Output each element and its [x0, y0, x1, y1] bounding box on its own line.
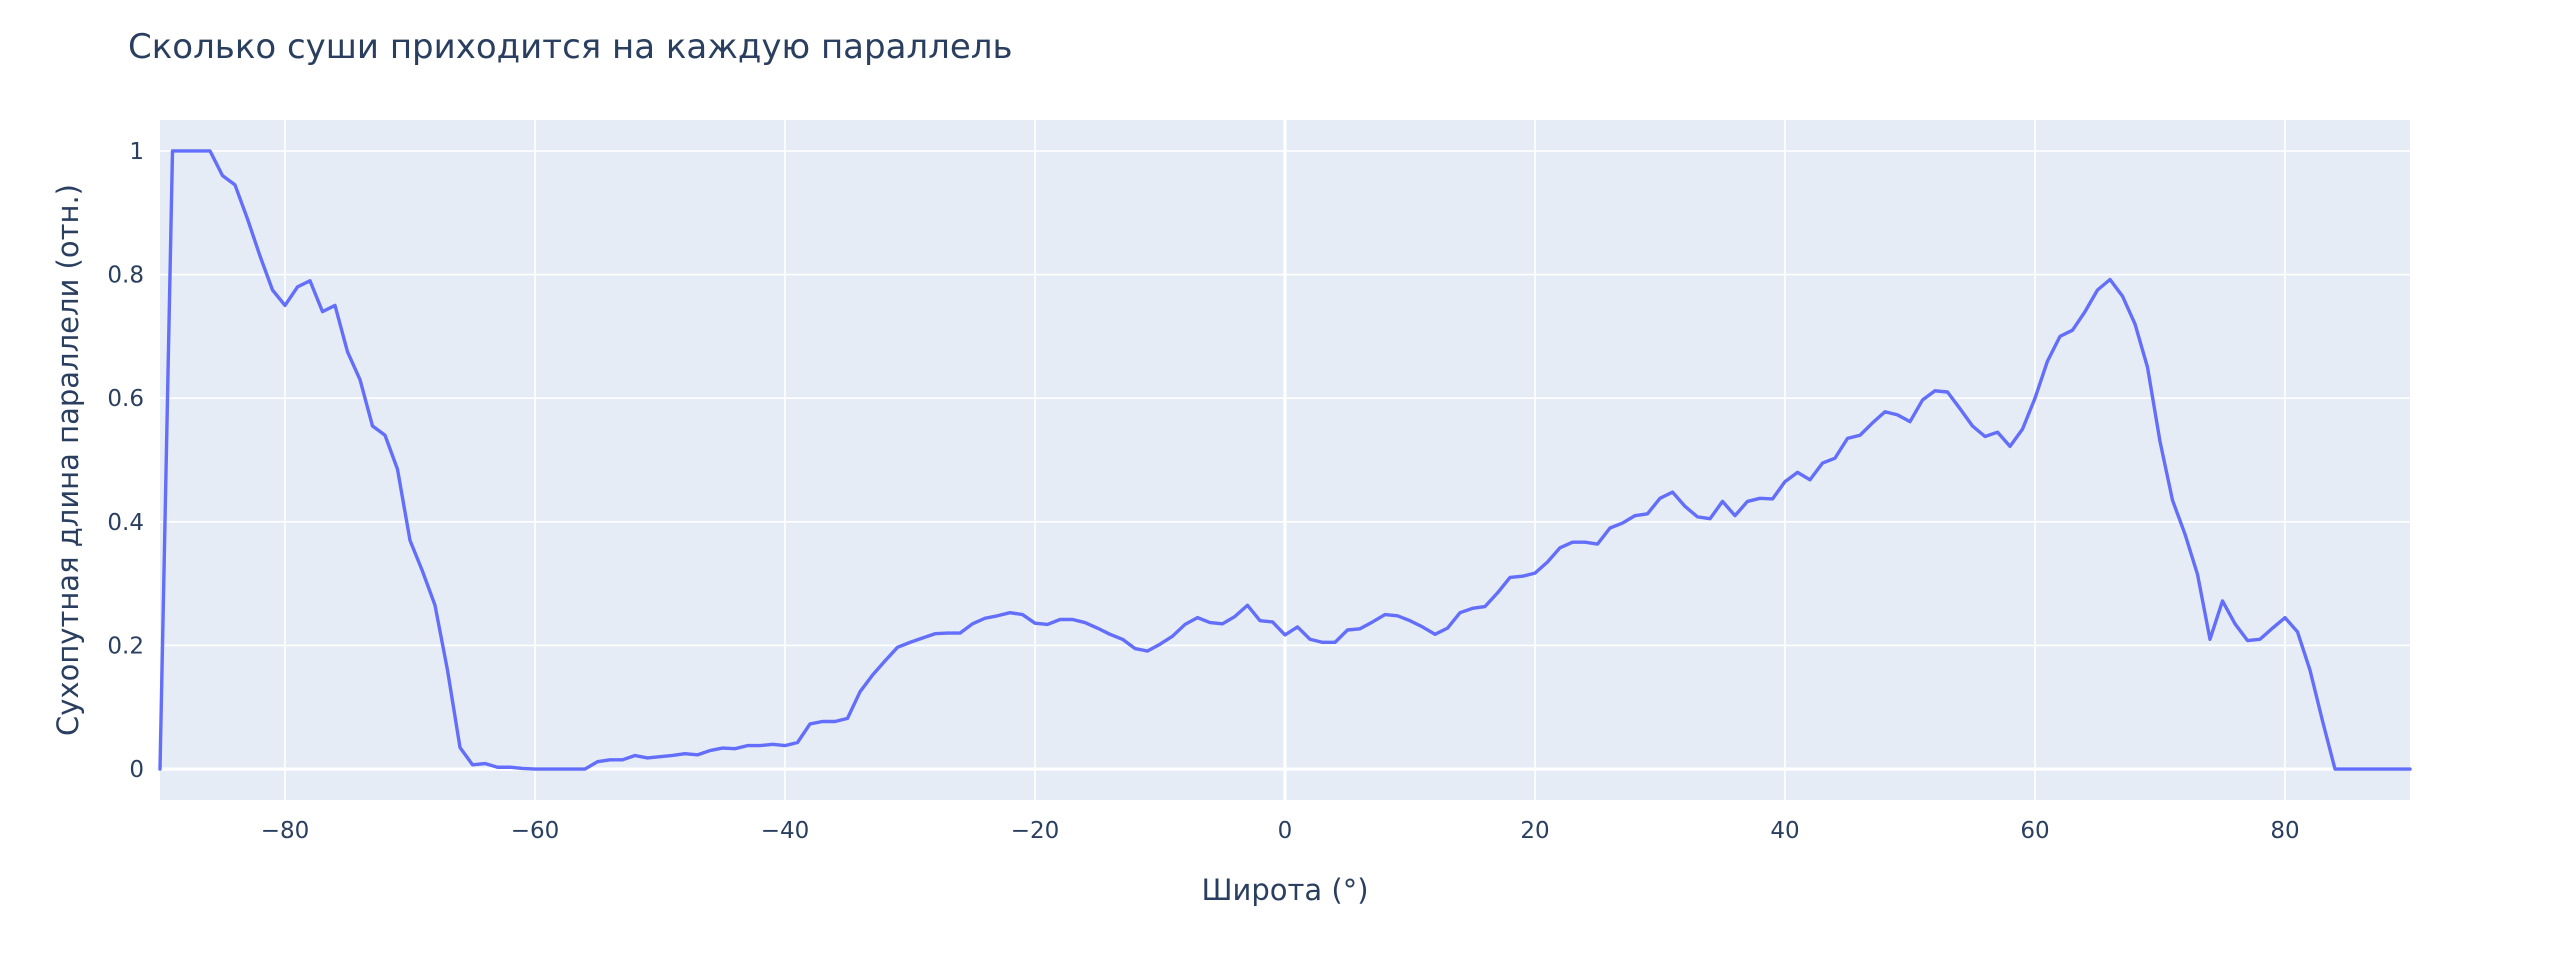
x-tick-label: −80: [261, 818, 310, 844]
x-tick-label: 20: [1520, 818, 1549, 844]
x-tick-label: 60: [2020, 818, 2049, 844]
y-tick-label: 0: [129, 757, 144, 783]
chart-title: Сколько суши приходится на каждую паралл…: [128, 27, 1013, 67]
y-tick-label: 0.4: [107, 510, 144, 536]
y-tick-label: 1: [129, 139, 144, 165]
y-tick-labels: 0 0.2 0.4 0.6 0.8 1: [107, 139, 144, 783]
series-layer: [158, 149, 2412, 771]
x-tick-label: −40: [761, 818, 810, 844]
x-gridlines: [284, 120, 2286, 800]
y-tick-label: 0.2: [107, 633, 144, 659]
x-tick-label: 40: [1770, 818, 1799, 844]
x-tick-label: 80: [2270, 818, 2299, 844]
y-tick-label: 0.6: [107, 386, 144, 412]
y-axis-label: Сухопутная длина параллели (отн.): [51, 184, 85, 736]
x-tick-label: 0: [1278, 818, 1293, 844]
x-tick-label: −20: [1011, 818, 1060, 844]
y-tick-label: 0.8: [107, 263, 144, 289]
x-tick-labels: −80 −60 −40 −20 0 20 40 60 80: [261, 818, 2300, 844]
x-tick-label: −60: [511, 818, 560, 844]
series-line: [158, 149, 2412, 771]
x-axis-label: Широта (°): [1201, 873, 1368, 907]
